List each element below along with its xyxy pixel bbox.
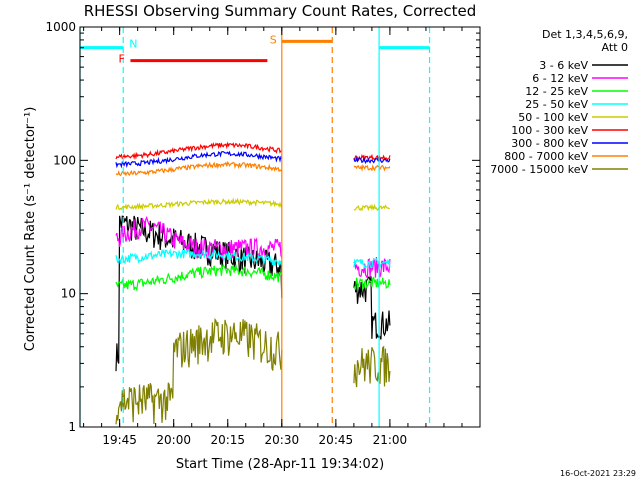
legend-entry-label: 800 - 7000 keV (504, 150, 588, 163)
legend-entry-label: 3 - 6 keV (539, 59, 588, 72)
axes: 19:45 20:00 20:15 20:30 20:45 21:00 1 10 100 1000 (45, 20, 481, 447)
legend-entry-label: 12 - 25 keV (525, 85, 588, 98)
legend-entry-label: 7000 - 15000 keV (490, 163, 588, 176)
series-line-25-50-kev (115, 248, 283, 267)
flag-bar-label: S (270, 33, 277, 46)
series-line-800-7000-kev (115, 160, 283, 177)
series-line-3-6-kev (353, 276, 391, 340)
series-line-50-100-kev (115, 197, 283, 211)
y-tick-label: 1000 (45, 20, 76, 34)
flag-bar-label: N (129, 38, 137, 51)
legend-entry-label: 25 - 50 keV (525, 98, 588, 111)
x-axis-label: Start Time (28-Apr-11 19:34:02) (176, 457, 384, 472)
legend-entry-label: 100 - 300 keV (511, 124, 588, 137)
x-tick-label: 20:00 (156, 433, 191, 447)
series-line-12-25-kev (115, 263, 283, 292)
x-tick-label: 19:45 (102, 433, 137, 447)
series-line-300-800-kev (353, 156, 391, 165)
legend-entry-label: 300 - 800 keV (511, 137, 588, 150)
plot-frame (79, 26, 481, 428)
series-line-6-12-kev (115, 215, 283, 261)
series-line-12-25-kev (353, 276, 391, 291)
series-line-3-6-kev (115, 215, 283, 372)
legend-header-sub: Att 0 (602, 41, 628, 54)
chart-title: RHESSI Observing Summary Count Rates, Co… (84, 2, 477, 20)
series-line-7000-15000-kev (115, 317, 283, 425)
x-tick-label: 20:30 (265, 433, 300, 447)
flag-bar-label: F (118, 53, 124, 66)
y-tick-label: 10 (61, 287, 76, 301)
timestamp-label: 16-Oct-2021 23:29 (560, 469, 636, 478)
series-line-300-800-kev (115, 150, 283, 169)
x-tick-label: 20:15 (210, 433, 245, 447)
y-tick-label: 1 (68, 420, 76, 434)
series-line-7000-15000-kev (353, 345, 391, 388)
series-line-800-7000-kev (353, 164, 391, 172)
plot-area: NF S (79, 27, 431, 427)
y-axis-label: Corrected Count Rate (s⁻¹ detector⁻¹) (23, 107, 38, 352)
legend-entry-label: 50 - 100 keV (518, 111, 588, 124)
y-tick-label: 100 (53, 153, 76, 167)
series-line-50-100-kev (353, 203, 390, 212)
x-tick-label: 20:45 (319, 433, 354, 447)
series-line-6-12-kev (353, 256, 391, 280)
series-line-25-50-kev (353, 257, 391, 269)
legend-header: Det 1,3,4,5,6,9, (542, 28, 628, 41)
x-tick-label: 21:00 (373, 433, 408, 447)
legend-entry-label: 6 - 12 keV (532, 72, 588, 85)
series-line-100-300-kev (115, 141, 283, 160)
